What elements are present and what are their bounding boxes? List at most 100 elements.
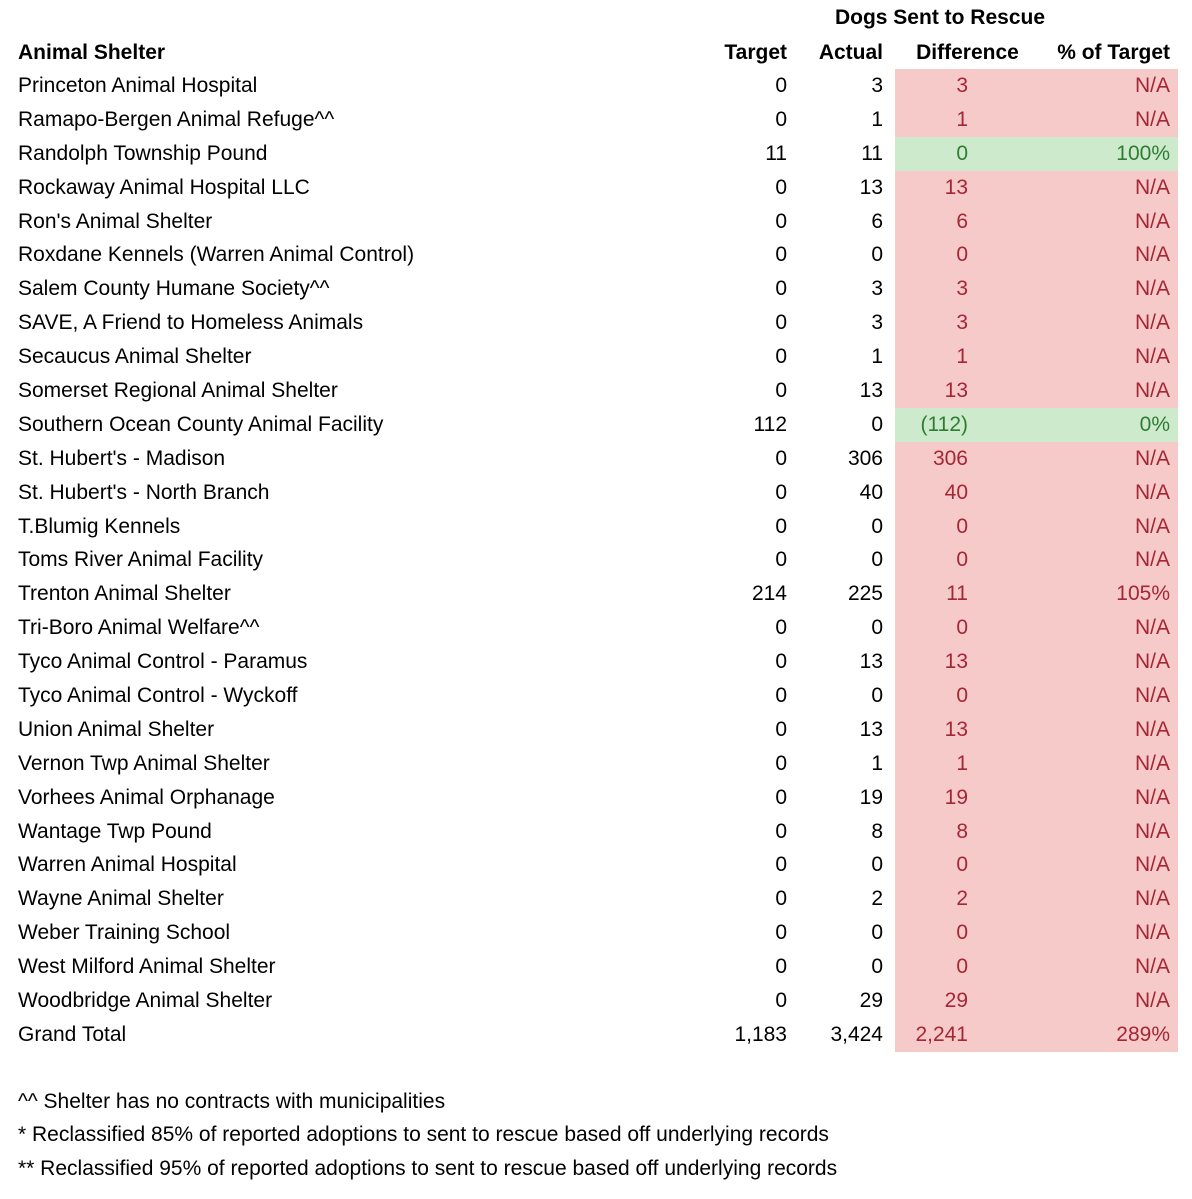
actual-cell: 1 [871,751,883,775]
difference-cell: 29 [895,984,1040,1018]
shelter-name-cell: Tyco Animal Control - Paramus [18,650,308,674]
shelter-name-cell: T.Blumig Kennels [18,514,181,538]
table-row: Southern Ocean County Animal Facility 11… [0,407,1192,442]
target-cell: 0 [775,514,787,538]
col-header-difference: Difference [916,41,1019,64]
target-cell: 0 [775,175,787,199]
table-row: Ron's Animal Shelter 0 6 6 N/A [0,204,1192,239]
shelter-name-cell: Princeton Animal Hospital [18,74,258,97]
table-row: Trenton Animal Shelter 214 225 11 105% [0,577,1192,612]
shelter-name-cell: Southern Ocean County Animal Facility [18,412,384,436]
table-row: West Milford Animal Shelter 0 0 0 N/A [0,950,1192,985]
target-cell: 0 [775,74,787,97]
shelter-name-cell: Somerset Regional Animal Shelter [18,379,338,403]
col-header-pct-of-target: % of Target [1057,41,1170,64]
shelter-name-cell: Salem County Humane Society^^ [18,277,330,301]
pct-of-target-cell: N/A [1040,950,1178,985]
shelter-name-cell: Union Animal Shelter [18,717,215,741]
actual-cell: 0 [871,412,883,436]
actual-cell: 3 [871,311,883,335]
column-gap [886,238,895,272]
table-row: Rockaway Animal Hospital LLC 0 13 13 N/A [0,170,1192,205]
shelter-name-cell: Tri-Boro Animal Welfare^^ [18,616,260,640]
difference-cell: 6 [895,204,1040,239]
col-header-animal-shelter: Animal Shelter [18,41,166,64]
column-gap [886,848,895,882]
shelter-name-cell: Trenton Animal Shelter [18,582,231,606]
actual-cell: 1 [871,107,883,131]
difference-cell: 1 [895,746,1040,781]
difference-cell: (112) [895,407,1040,442]
table-row: St. Hubert's - Madison 0 306 306 N/A [0,441,1192,476]
footnote-reclassified-95: ** Reclassified 95% of reported adoption… [18,1156,838,1180]
shelter-name-cell: Grand Total [18,1022,127,1046]
column-gap [886,476,895,510]
difference-cell: 3 [895,69,1040,103]
table-row: Salem County Humane Society^^ 0 3 3 N/A [0,272,1192,307]
shelter-name-cell: Vernon Twp Animal Shelter [18,751,270,775]
target-cell: 0 [775,243,787,267]
table-row: Tri-Boro Animal Welfare^^ 0 0 0 N/A [0,611,1192,646]
column-gap [886,577,895,611]
shelter-name-cell: Woodbridge Animal Shelter [18,989,273,1013]
pct-of-target-cell: N/A [1040,611,1178,646]
actual-cell: 40 [859,480,883,504]
table-row: Tyco Animal Control - Wyckoff 0 0 0 N/A [0,679,1192,713]
pct-of-target-cell: 105% [1040,577,1178,612]
table-title: Dogs Sent to Rescue [834,6,1046,29]
actual-cell: 13 [859,379,883,403]
column-gap [886,679,895,713]
pct-of-target-cell: N/A [1040,272,1178,307]
actual-cell: 13 [859,175,883,199]
table-row: Toms River Animal Facility 0 0 0 N/A [0,543,1192,578]
target-cell: 214 [751,582,787,606]
pct-of-target-cell: N/A [1040,69,1178,103]
shelter-name-cell: Weber Training School [18,921,231,945]
pct-of-target-cell: N/A [1040,814,1178,849]
difference-cell: 0 [895,238,1040,273]
column-gap [886,103,895,137]
difference-cell: 0 [895,950,1040,985]
pct-of-target-cell: N/A [1040,509,1178,544]
table-row: Woodbridge Animal Shelter 0 29 29 N/A [0,984,1192,1018]
difference-cell: 306 [895,441,1040,476]
pct-of-target-cell: N/A [1040,475,1178,510]
shelter-name-cell: SAVE, A Friend to Homeless Animals [18,311,364,335]
table-row: Princeton Animal Hospital 0 3 3 N/A [0,69,1192,103]
target-cell: 0 [775,819,787,843]
target-cell: 1,183 [734,1022,787,1046]
pct-of-target-cell: N/A [1040,543,1178,578]
table-row: Warren Animal Hospital 0 0 0 N/A [0,848,1192,883]
actual-cell: 11 [861,141,883,165]
target-cell: 0 [775,921,787,945]
column-gap [886,442,895,476]
table-row: Wantage Twp Pound 0 8 8 N/A [0,814,1192,849]
pct-of-target-cell: N/A [1040,306,1178,341]
actual-cell: 0 [871,684,883,708]
table-body: Princeton Animal Hospital 0 3 3 N/A Rama… [0,69,1192,1052]
column-gap [886,36,895,69]
difference-cell: 0 [895,509,1040,544]
actual-cell: 0 [871,514,883,538]
col-header-target: Target [724,41,787,64]
actual-cell: 29 [859,989,883,1013]
difference-cell: 13 [895,712,1040,747]
table-row: Vorhees Animal Orphanage 0 19 19 N/A [0,780,1192,815]
target-cell: 0 [775,311,787,335]
shelter-name-cell: St. Hubert's - North Branch [18,480,270,504]
pct-of-target-cell: N/A [1040,712,1178,747]
difference-cell: 1 [895,102,1040,137]
target-cell: 0 [775,616,787,640]
shelter-name-cell: Vorhees Animal Orphanage [18,785,275,809]
difference-cell: 2 [895,882,1040,917]
shelter-name-cell: Randolph Township Pound [18,141,268,165]
difference-cell: 0 [895,611,1040,646]
table-row: Weber Training School 0 0 0 N/A [0,916,1192,951]
difference-cell: 0 [895,916,1040,951]
column-gap [886,171,895,205]
target-cell: 0 [775,751,787,775]
actual-cell: 0 [871,921,883,945]
table-row: Tyco Animal Control - Paramus 0 13 13 N/… [0,645,1192,680]
pct-of-target-cell: N/A [1040,848,1178,883]
column-gap [886,306,895,340]
